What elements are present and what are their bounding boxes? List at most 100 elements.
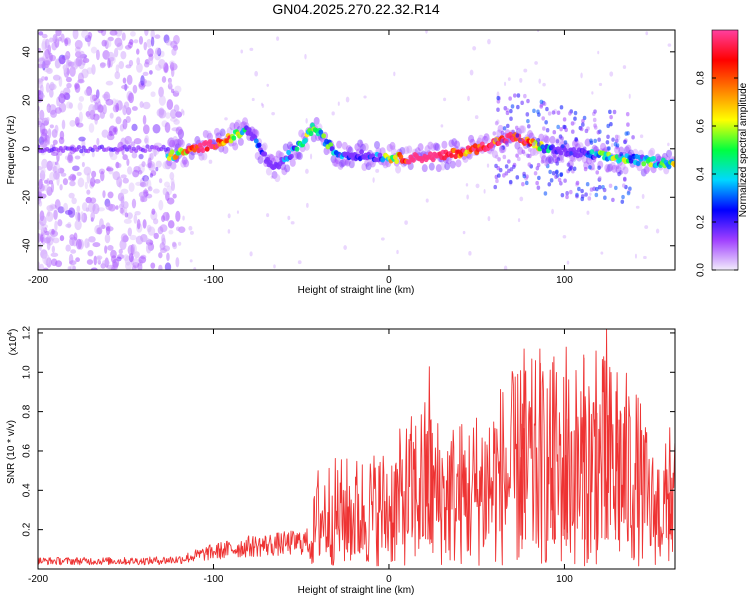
spectrogram-halo-blob: [504, 164, 509, 169]
spectrogram-noise-blob: [167, 220, 175, 229]
snr-peak: [427, 366, 432, 540]
spectrogram-halo-blob: [626, 131, 630, 136]
spectrogram-noise-blob: [125, 64, 132, 69]
spectrogram-halo-blob: [560, 136, 564, 141]
spectrogram-ridge-blob: [435, 164, 442, 173]
spectrogram-halo-blob: [612, 109, 617, 115]
spectrogram-ridge-blob: [38, 144, 41, 149]
spectrogram-noise-blob: [88, 236, 96, 243]
spectrogram-noise-blob: [46, 106, 52, 112]
spectrogram-ridge-blob: [333, 159, 340, 168]
spectrogram-noise-blob: [112, 258, 120, 268]
spectrogram-noise-blob: [48, 37, 54, 43]
spectrogram-noise-blob: [119, 207, 124, 214]
spectrogram-halo-blob: [521, 149, 526, 155]
spectrogram-noise-blob: [404, 220, 408, 225]
spectrogram-noise-blob: [81, 30, 89, 39]
spectrogram-noise-blob: [105, 98, 114, 106]
spectrogram-noise-blob: [74, 83, 81, 93]
spectrogram-ridge-blob: [286, 149, 291, 156]
spectrogram-noise-blob: [83, 166, 92, 176]
spectrogram-halo-blob: [581, 118, 585, 124]
spectrogram-noise-blob: [227, 229, 231, 234]
spectrogram-noise-blob: [468, 250, 472, 256]
spectrogram-ridge-blob: [331, 158, 338, 167]
spectrogram-halo-blob: [531, 142, 536, 147]
spectrogram-ridge-blob: [246, 127, 252, 133]
spectrogram-noise-blob: [240, 49, 243, 54]
spectrogram-noise-blob: [260, 102, 264, 106]
spectrogram-halo-blob: [609, 114, 613, 120]
spectrogram-noise-blob: [147, 186, 153, 192]
spectrogram-noise-blob: [126, 158, 130, 166]
spectrogram-noise-blob: [143, 61, 150, 68]
spectrogram-halo-blob: [605, 168, 610, 173]
spectrogram-halo-blob: [544, 120, 548, 125]
spectrogram-noise-blob: [42, 253, 50, 265]
spectrogram-ridge-blob: [294, 150, 301, 159]
spectrogram-halo-blob: [559, 126, 563, 132]
spectrogram-noise-blob: [131, 106, 138, 111]
snr-y-tick-label: 0.6: [22, 444, 33, 458]
spectrogram-noise-blob: [50, 252, 59, 257]
spectrogram-ridge-blob: [619, 162, 626, 171]
spectrogram-noise-blob: [600, 251, 604, 255]
spectrogram-noise-blob: [94, 115, 98, 125]
spectrogram-ridge-blob: [231, 135, 237, 141]
spectrogram-noise-blob: [75, 257, 81, 263]
spectrogram-noise-blob: [305, 168, 309, 174]
spectrogram-noise-blob: [128, 182, 135, 192]
spectrogram-halo-blob: [568, 189, 573, 195]
spectrogram-ridge-blob: [288, 153, 294, 159]
spectrogram-noise-blob: [40, 167, 46, 175]
spectrogram-halo-blob: [557, 177, 562, 183]
spectrogram-ridge-blob: [411, 157, 416, 163]
spectrogram-noise-blob: [165, 112, 171, 119]
spectrogram-halo-blob: [515, 153, 519, 158]
spectrogram-noise-blob: [562, 235, 567, 239]
spectrogram-ridge-blob: [321, 133, 327, 139]
spectrogram-noise-blob: [128, 92, 134, 104]
spectrogram-noise-blob: [115, 102, 120, 113]
spectrogram-ridge-blob: [271, 170, 278, 179]
snr-peak: [594, 350, 598, 540]
snr-y-tick-label: 1.2: [22, 326, 33, 340]
spectrogram-halo-blob: [536, 142, 541, 147]
spectrogram-noise-blob: [105, 203, 114, 211]
spectrogram-noise-blob: [104, 245, 108, 254]
spectrogram-ridge-blob: [386, 143, 393, 152]
spectrogram-noise-blob: [124, 135, 132, 145]
spectrogram-ridge-blob: [641, 161, 647, 167]
spectrogram-x-tick-label: 0: [386, 275, 392, 286]
snr-x-tick-label: -200: [28, 574, 48, 585]
spectrogram-noise-blob: [64, 209, 73, 215]
spectrogram-noise-blob: [47, 128, 52, 139]
spectrogram-halo-blob: [584, 192, 588, 197]
spectrogram-halo-blob: [615, 143, 620, 148]
spectrogram-noise-blob: [254, 70, 259, 77]
spectrogram-ridge-blob: [441, 140, 448, 149]
spectrogram-ridge-blob: [198, 152, 205, 161]
spectrogram-noise-blob: [67, 266, 72, 270]
spectrogram-noise-blob: [472, 46, 477, 51]
spectrogram-ridge-blob: [90, 147, 95, 153]
spectrogram-halo-blob: [559, 181, 563, 186]
spectrogram-noise-blob: [129, 234, 137, 241]
spectrogram-noise-blob: [81, 161, 85, 168]
spectrogram-noise-blob: [503, 265, 508, 270]
spectrogram-noise-blob: [142, 101, 151, 110]
spectrogram-noise-blob: [270, 175, 274, 179]
spectrogram-noise-blob: [51, 228, 55, 235]
spectrogram-halo-blob: [564, 127, 568, 133]
spectrogram-noise-blob: [166, 99, 174, 110]
spectrogram-ridge-blob: [424, 145, 431, 154]
spectrogram-noise-blob: [115, 205, 119, 210]
spectrogram-halo-blob: [514, 125, 519, 130]
spectrogram-noise-blob: [65, 76, 72, 83]
spectrogram-halo-blob: [547, 182, 552, 187]
spectrogram-noise-blob: [462, 230, 466, 235]
spectrogram-noise-blob: [139, 101, 144, 109]
spectrogram-halo-blob: [587, 196, 592, 201]
spectrogram-noise-blob: [144, 135, 150, 145]
spectrogram-halo-blob: [611, 197, 615, 203]
